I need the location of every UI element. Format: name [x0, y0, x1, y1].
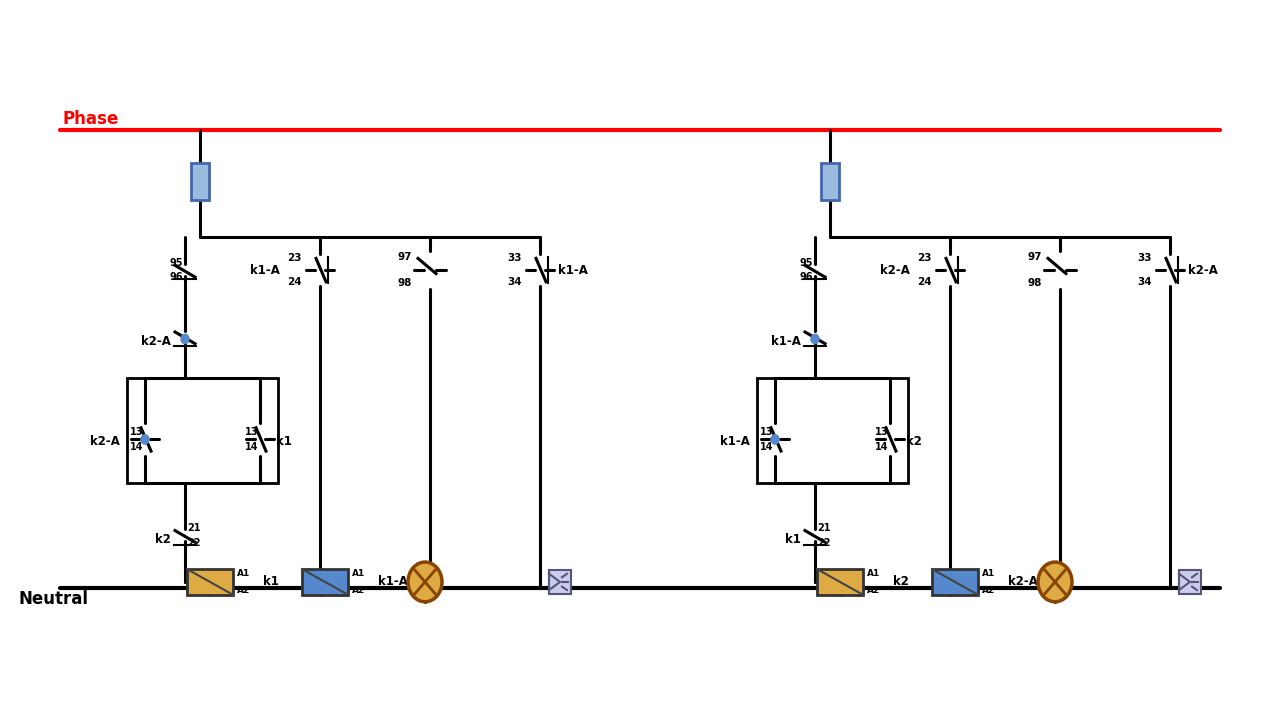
Text: Phase: Phase	[63, 109, 119, 127]
Text: k1-A: k1-A	[558, 264, 588, 276]
Text: 24: 24	[918, 277, 932, 287]
Bar	[756, 377, 908, 482]
Bar	[549, 570, 571, 593]
Text: k1: k1	[262, 575, 279, 588]
Circle shape	[771, 435, 780, 444]
Text: k1-A: k1-A	[250, 264, 280, 276]
Bar	[191, 163, 209, 200]
Text: k2: k2	[155, 534, 172, 546]
Text: 98: 98	[398, 278, 412, 288]
Text: k1: k1	[276, 436, 292, 449]
Text: A2: A2	[867, 585, 881, 595]
Text: 13: 13	[244, 427, 259, 437]
Text: k2-A: k2-A	[1188, 264, 1217, 276]
Text: Electrical Drawing Part - 6: Electrical Drawing Part - 6	[333, 650, 947, 693]
Text: 13: 13	[759, 427, 773, 437]
Text: k2-A: k2-A	[1009, 575, 1038, 588]
Text: 98: 98	[1028, 278, 1042, 288]
Text: 14: 14	[129, 442, 143, 451]
Text: How to Draw Electrical Circuit: How to Draw Electrical Circuit	[242, 26, 1038, 71]
Text: 34: 34	[507, 277, 522, 287]
Text: A1: A1	[352, 570, 365, 578]
Text: A2: A2	[237, 585, 251, 595]
Bar	[1179, 570, 1201, 593]
Text: Neutral: Neutral	[18, 590, 88, 608]
Text: 33: 33	[507, 253, 522, 263]
Text: 13: 13	[874, 427, 888, 437]
Text: 34: 34	[1138, 277, 1152, 287]
Text: A1: A1	[867, 570, 881, 578]
Text: 14: 14	[244, 442, 259, 451]
Text: 33: 33	[1138, 253, 1152, 263]
Circle shape	[141, 435, 148, 444]
Text: 14: 14	[759, 442, 773, 451]
Text: 22: 22	[817, 538, 831, 547]
Text: 24: 24	[288, 277, 302, 287]
Text: 96: 96	[169, 272, 183, 282]
Text: k2-A: k2-A	[881, 264, 910, 276]
Bar	[932, 569, 978, 595]
Text: A2: A2	[352, 585, 365, 595]
Text: A1: A1	[982, 570, 996, 578]
Text: 96: 96	[800, 272, 813, 282]
Text: 23: 23	[288, 253, 302, 263]
Text: 22: 22	[187, 538, 201, 547]
Text: 97: 97	[398, 252, 412, 262]
Text: k1-A: k1-A	[771, 335, 801, 348]
Bar	[302, 569, 348, 595]
Circle shape	[408, 562, 442, 602]
Bar	[127, 377, 278, 482]
Text: A1: A1	[237, 570, 251, 578]
Text: k2: k2	[906, 436, 922, 449]
Text: A2: A2	[982, 585, 996, 595]
Bar	[820, 163, 838, 200]
Circle shape	[812, 334, 819, 343]
Text: k2: k2	[893, 575, 909, 588]
Text: 95: 95	[800, 258, 813, 268]
Circle shape	[1038, 562, 1073, 602]
Text: k1-A: k1-A	[378, 575, 408, 588]
Text: k2-A: k2-A	[90, 436, 120, 449]
Bar	[187, 569, 233, 595]
Text: k1-A: k1-A	[719, 436, 750, 449]
Circle shape	[180, 334, 189, 343]
Text: 21: 21	[187, 523, 201, 533]
Text: k2-A: k2-A	[141, 335, 172, 348]
Text: 13: 13	[129, 427, 143, 437]
Text: 21: 21	[817, 523, 831, 533]
Text: 97: 97	[1028, 252, 1042, 262]
Text: 95: 95	[169, 258, 183, 268]
Text: 14: 14	[874, 442, 888, 451]
Bar	[817, 569, 863, 595]
Text: k1: k1	[785, 534, 801, 546]
Text: 23: 23	[918, 253, 932, 263]
